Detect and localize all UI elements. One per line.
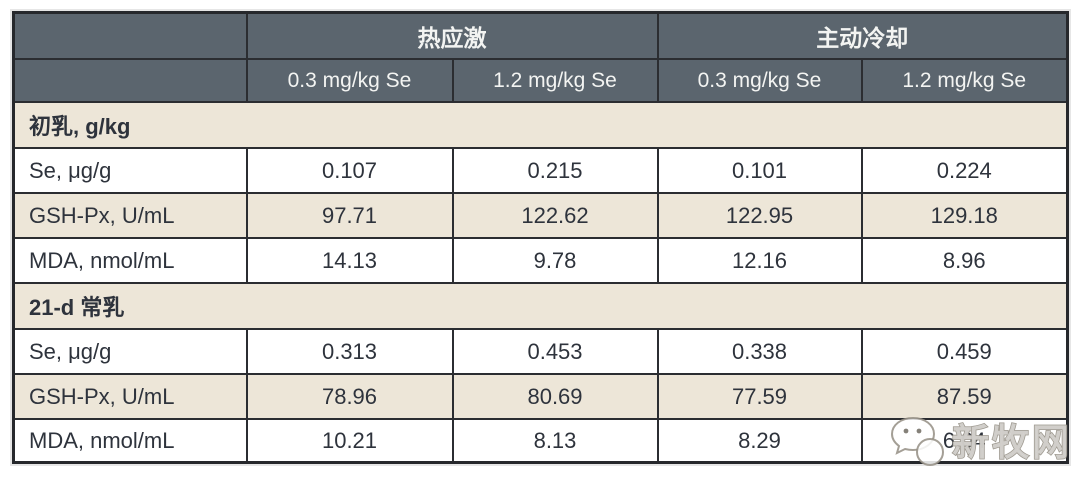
table-row: GSH-Px, U/mL 78.96 80.69 77.59 87.59 xyxy=(12,373,1069,420)
value-cell: 8.96 xyxy=(860,237,1069,284)
value-cell: 8.13 xyxy=(451,418,659,464)
row-label: MDA, nmol/mL xyxy=(12,418,248,464)
value-cell: 77.59 xyxy=(656,373,863,420)
section-title: 21-d 常乳 xyxy=(12,282,1069,330)
section-title-row: 21-d 常乳 xyxy=(12,282,1069,330)
value-cell: 97.71 xyxy=(245,192,454,239)
value-cell: 0.453 xyxy=(451,328,659,375)
value-cell: 122.95 xyxy=(656,192,863,239)
value-cell: 122.62 xyxy=(451,192,659,239)
value-cell: 8.29 xyxy=(656,418,863,464)
corner-cell-top xyxy=(12,11,248,60)
value-cell: 87.59 xyxy=(860,373,1069,420)
value-cell: 6.04 xyxy=(860,418,1069,464)
subheader-cool-12: 1.2 mg/kg Se xyxy=(860,58,1069,103)
value-cell: 78.96 xyxy=(245,373,454,420)
value-cell: 80.69 xyxy=(451,373,659,420)
value-cell: 0.459 xyxy=(860,328,1069,375)
value-cell: 9.78 xyxy=(451,237,659,284)
value-cell: 10.21 xyxy=(245,418,454,464)
value-cell: 129.18 xyxy=(860,192,1069,239)
value-cell: 14.13 xyxy=(245,237,454,284)
subheader-cool-03: 0.3 mg/kg Se xyxy=(656,58,863,103)
row-label: GSH-Px, U/mL xyxy=(12,373,248,420)
table-row: GSH-Px, U/mL 97.71 122.62 122.95 129.18 xyxy=(12,192,1069,239)
subheader-row: 0.3 mg/kg Se 1.2 mg/kg Se 0.3 mg/kg Se 1… xyxy=(12,58,1069,103)
table-row: MDA, nmol/mL 14.13 9.78 12.16 8.96 xyxy=(12,237,1069,284)
subheader-heat-12: 1.2 mg/kg Se xyxy=(451,58,659,103)
value-cell: 0.338 xyxy=(656,328,863,375)
section-title-row: 初乳, g/kg xyxy=(12,101,1069,149)
value-cell: 0.224 xyxy=(860,147,1069,194)
row-label: Se, μg/g xyxy=(12,147,248,194)
value-cell: 0.107 xyxy=(245,147,454,194)
row-label: MDA, nmol/mL xyxy=(12,237,248,284)
group-header-heat-stress: 热应激 xyxy=(245,11,659,60)
section-title: 初乳, g/kg xyxy=(12,101,1069,149)
table-row: Se, μg/g 0.107 0.215 0.101 0.224 xyxy=(12,147,1069,194)
subheader-heat-03: 0.3 mg/kg Se xyxy=(245,58,454,103)
row-label: Se, μg/g xyxy=(12,328,248,375)
selenium-milk-table: 热应激 主动冷却 0.3 mg/kg Se 1.2 mg/kg Se 0.3 m… xyxy=(12,11,1069,464)
group-header-active-cooling: 主动冷却 xyxy=(656,11,1069,60)
table-row: MDA, nmol/mL 10.21 8.13 8.29 6.04 xyxy=(12,418,1069,464)
corner-cell-bottom xyxy=(12,58,248,103)
value-cell: 0.313 xyxy=(245,328,454,375)
value-cell: 0.215 xyxy=(451,147,659,194)
table-row: Se, μg/g 0.313 0.453 0.338 0.459 xyxy=(12,328,1069,375)
table-body: 初乳, g/kg Se, μg/g 0.107 0.215 0.101 0.224 GSH-… xyxy=(12,101,1069,464)
value-cell: 12.16 xyxy=(656,237,863,284)
value-cell: 0.101 xyxy=(656,147,863,194)
row-label: GSH-Px, U/mL xyxy=(12,192,248,239)
group-header-row: 热应激 主动冷却 xyxy=(12,11,1069,60)
